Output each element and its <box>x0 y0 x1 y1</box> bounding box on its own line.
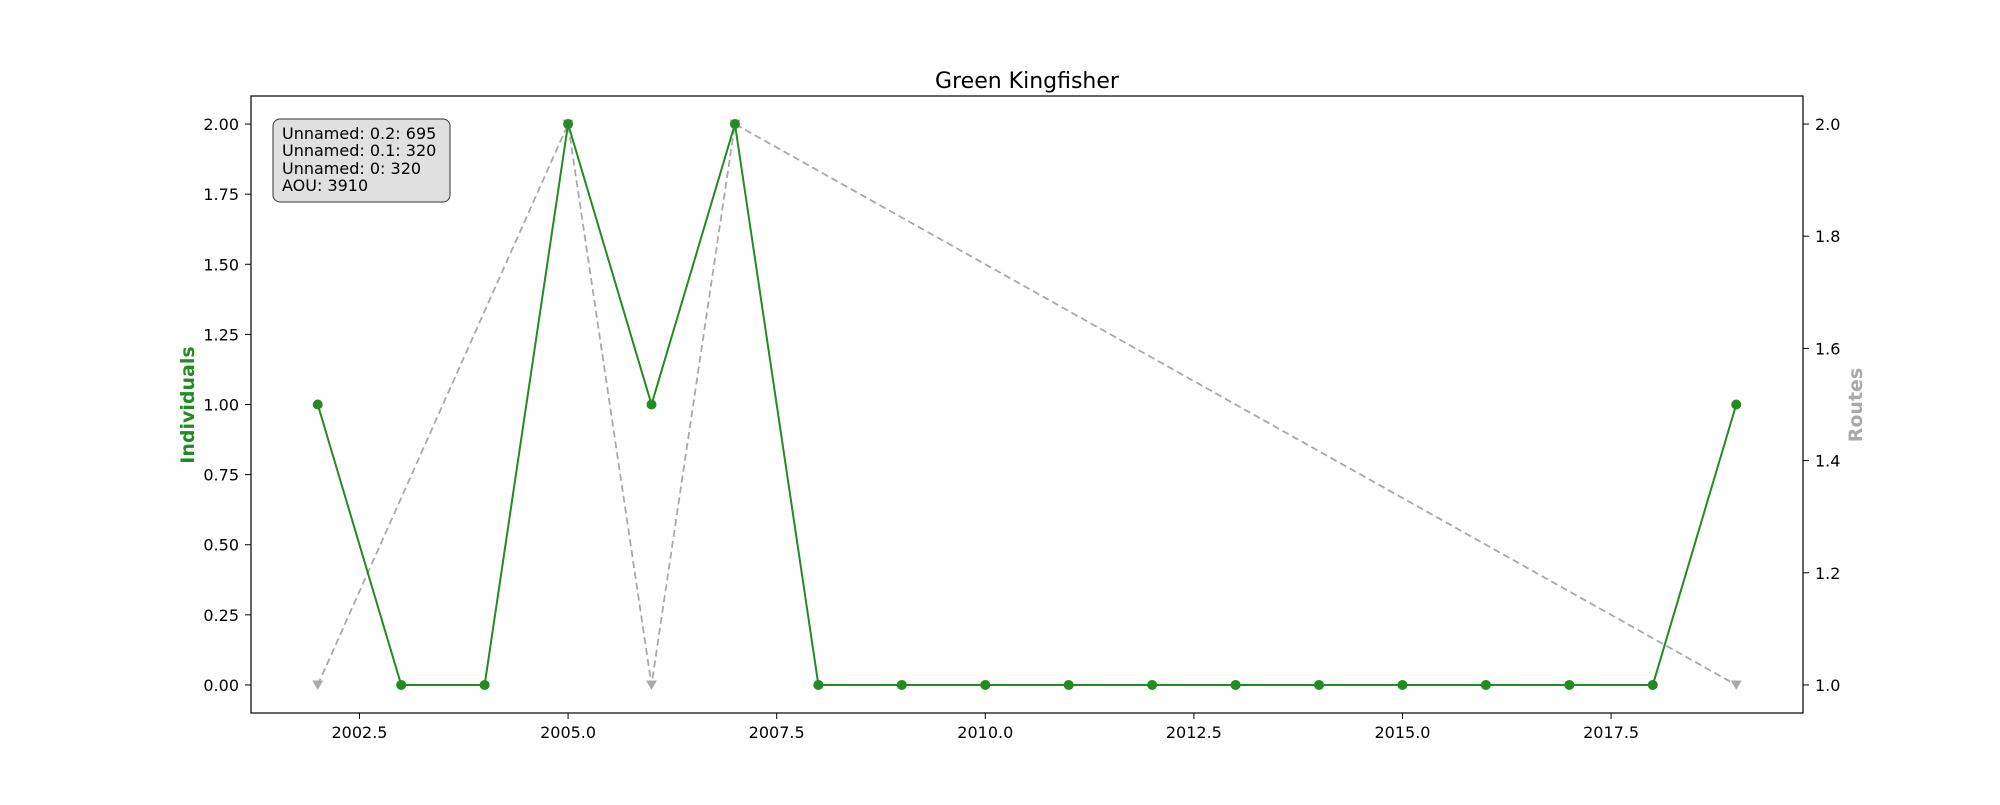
axes-frame <box>250 95 1804 714</box>
individuals-point <box>896 679 907 690</box>
y-axis-label: Individuals <box>177 346 199 463</box>
individuals-point <box>813 679 824 690</box>
plot-layer <box>312 119 1742 690</box>
x-tick-label: 2017.5 <box>1583 723 1639 742</box>
y-tick-label: 1.25 <box>203 325 239 344</box>
routes-series-line <box>316 120 1737 686</box>
chart-title: Green Kingfisher <box>935 69 1120 94</box>
y2-tick-label: 1.0 <box>1815 676 1840 695</box>
x-tick-label: 2005.0 <box>540 723 596 742</box>
y2-tick-label: 2.0 <box>1815 115 1840 134</box>
y-tick-label: 0.25 <box>203 606 239 625</box>
y-tick-label: 2.00 <box>203 115 239 134</box>
individuals-point <box>1480 679 1491 690</box>
info-line: Unnamed: 0.2: 695 <box>282 124 436 143</box>
x-tick-label: 2012.5 <box>1166 723 1222 742</box>
y2-tick-label: 1.2 <box>1815 564 1840 583</box>
routes-point <box>312 680 324 690</box>
individuals-point <box>980 679 991 690</box>
info-line: AOU: 3910 <box>282 176 368 195</box>
y2-tick-label: 1.6 <box>1815 339 1840 358</box>
individuals-point <box>479 679 490 690</box>
x-tick-label: 2007.5 <box>749 723 805 742</box>
individuals-point <box>646 399 657 410</box>
y2-axis-label: Routes <box>1845 368 1867 443</box>
y-tick-label: 1.00 <box>203 396 239 415</box>
individuals-point <box>396 679 407 690</box>
individuals-point <box>1731 399 1742 410</box>
individuals-point <box>1397 679 1408 690</box>
y2-tick-label: 1.4 <box>1815 452 1840 471</box>
individuals-point <box>563 119 574 130</box>
x-tick-label: 2010.0 <box>957 723 1013 742</box>
y-tick-label: 0.50 <box>203 536 239 555</box>
individuals-point <box>1564 679 1575 690</box>
individuals-point <box>312 399 323 410</box>
y2-tick-label: 1.8 <box>1815 227 1840 246</box>
y-tick-label: 0.00 <box>203 676 239 695</box>
individuals-point <box>729 119 740 130</box>
individuals-point <box>1063 679 1074 690</box>
info-box-background <box>272 118 451 203</box>
individuals-point <box>1230 679 1241 690</box>
info-line: Unnamed: 0: 320 <box>282 159 421 178</box>
individuals-point <box>1647 679 1658 690</box>
y-tick-label: 0.75 <box>203 466 239 485</box>
individuals-point <box>1147 679 1158 690</box>
info-line: Unnamed: 0.1: 320 <box>282 141 436 160</box>
y-tick-label: 1.75 <box>203 185 239 204</box>
routes-point <box>1730 680 1742 690</box>
individuals-series-line <box>316 123 1738 686</box>
y-tick-label: 1.50 <box>203 255 239 274</box>
info-box: Unnamed: 0.2: 695 Unnamed: 0.1: 320 Unna… <box>272 118 451 203</box>
x-tick-label: 2015.0 <box>1374 723 1430 742</box>
individuals-point <box>1314 679 1325 690</box>
routes-point <box>646 680 658 690</box>
ticks-layer: 2002.5 2005.0 2007.5 2010.0 2012.5 2015.0 2017… <box>203 115 1840 742</box>
x-tick-label: 2002.5 <box>331 723 387 742</box>
